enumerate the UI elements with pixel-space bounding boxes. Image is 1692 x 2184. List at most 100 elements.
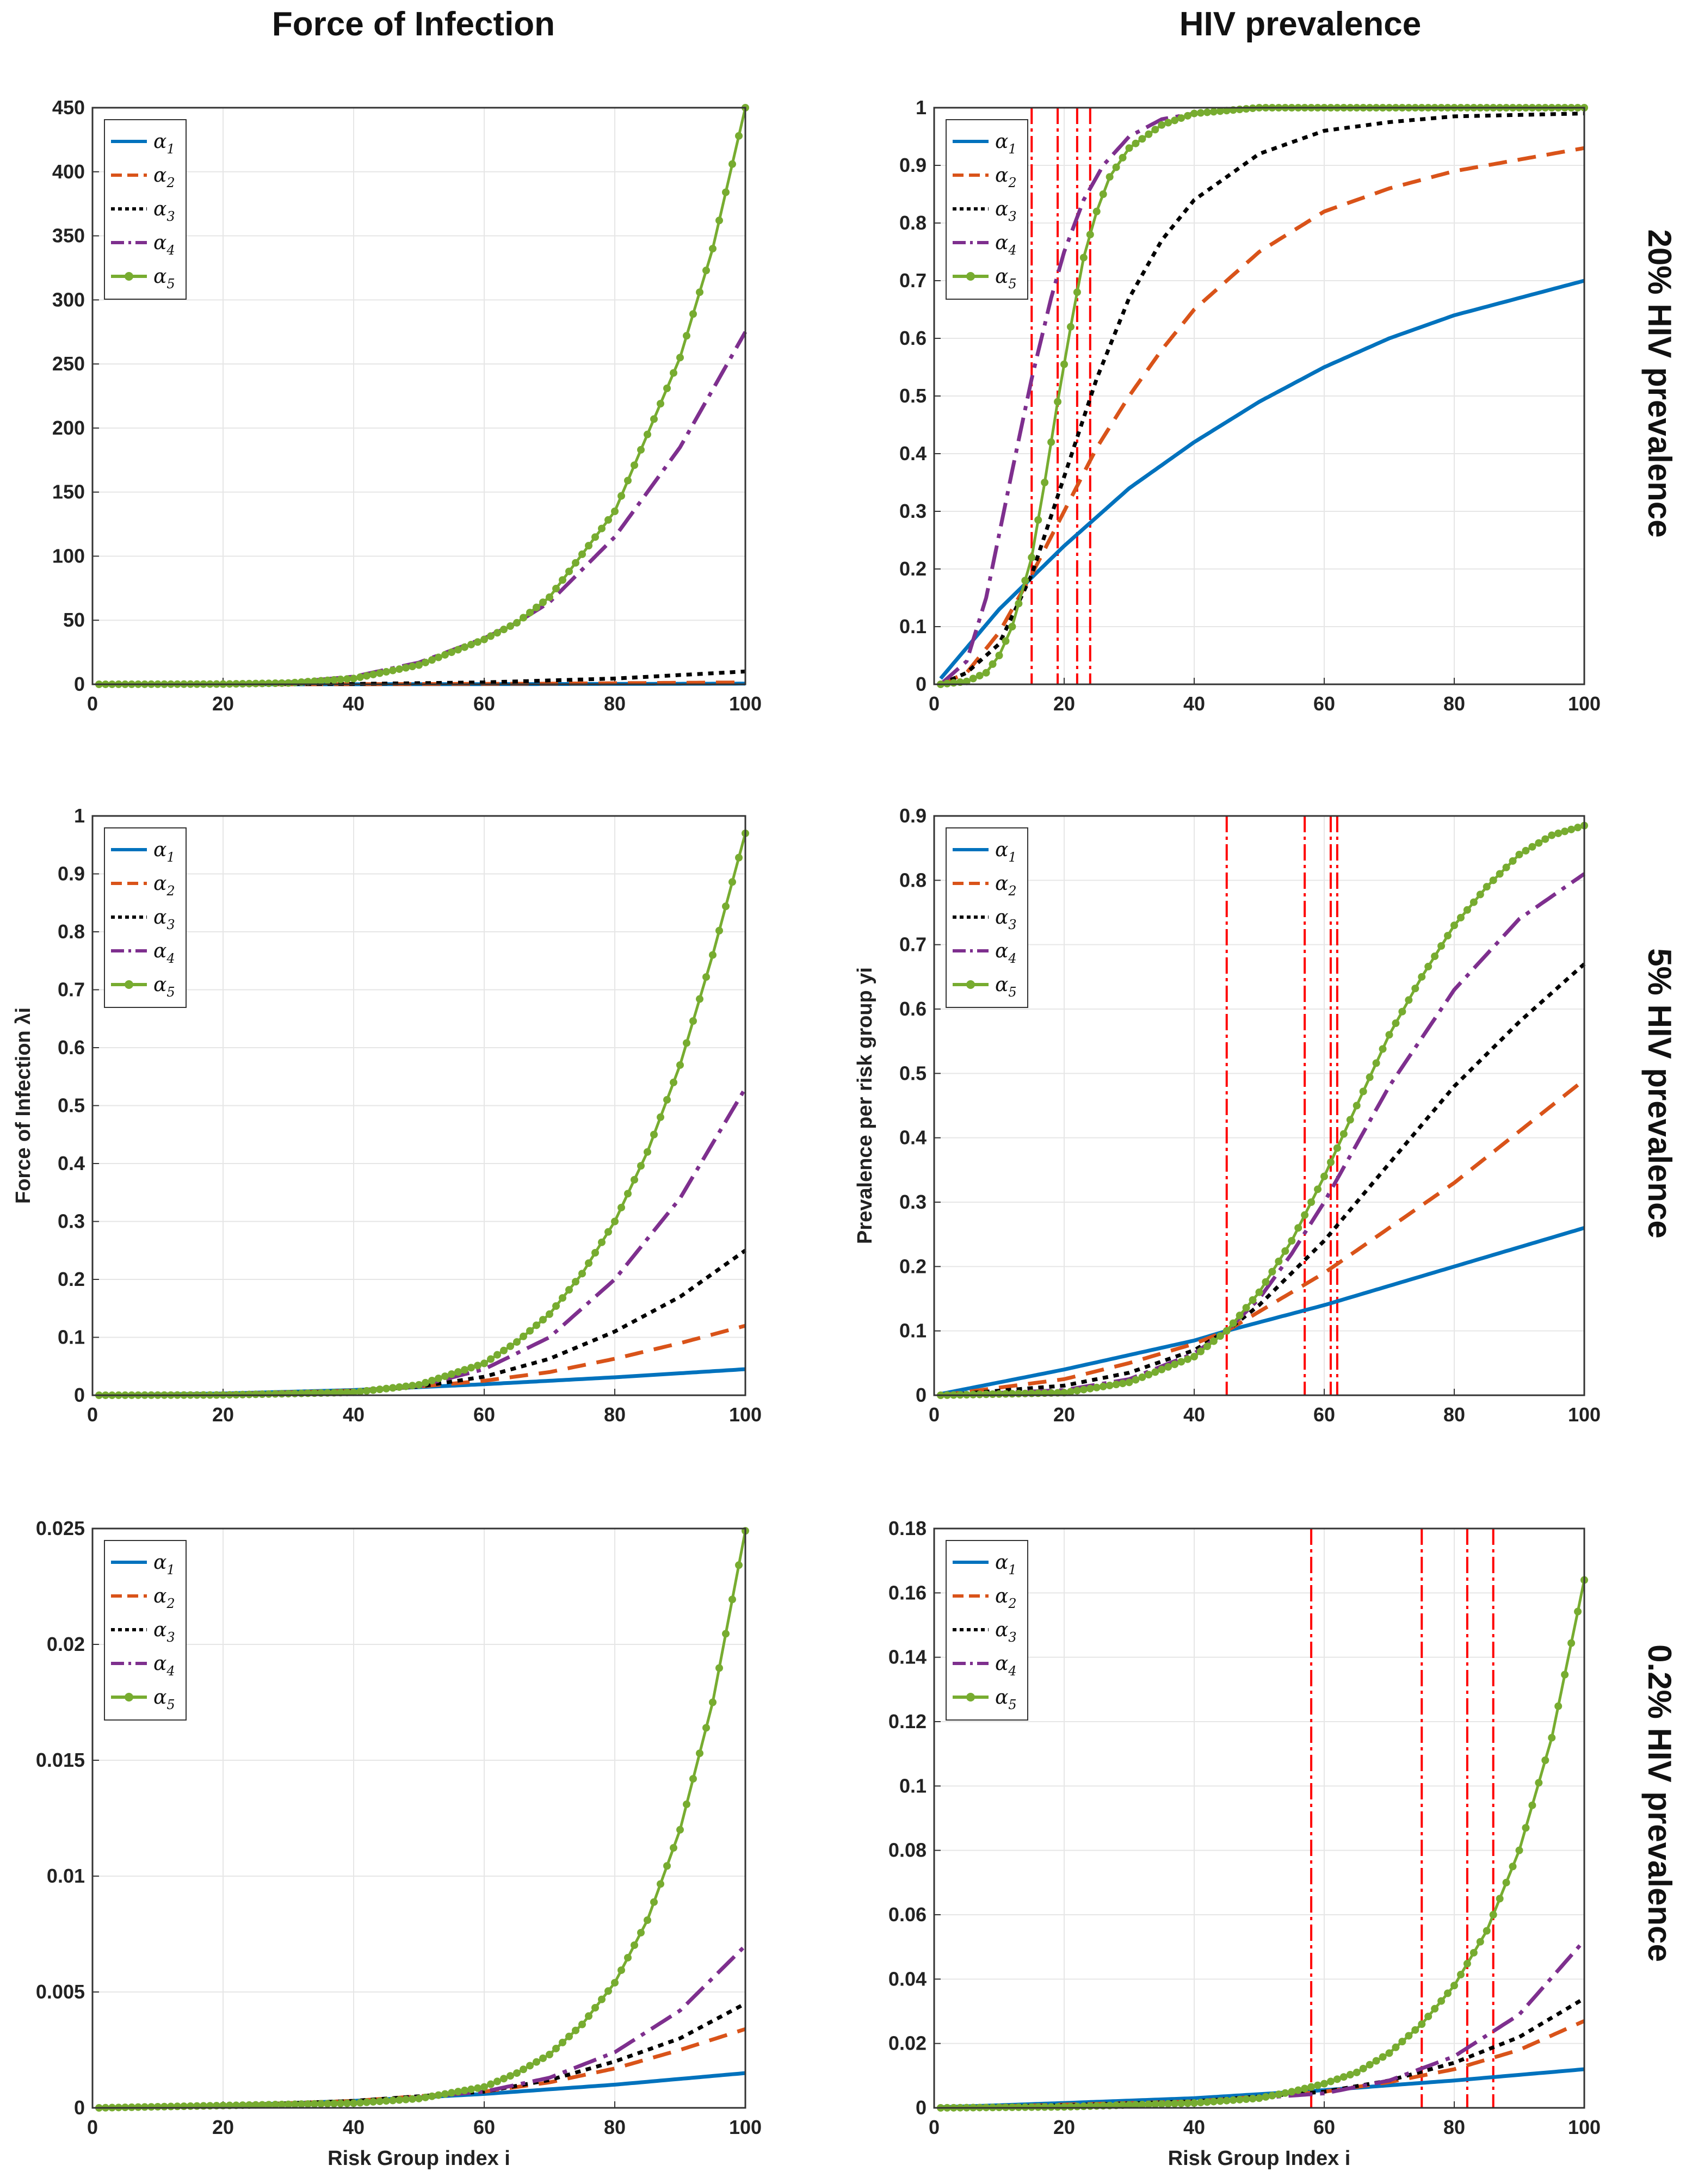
series-5-marker <box>1086 231 1094 239</box>
x-tick-label: 60 <box>1313 1403 1335 1426</box>
series-5-marker <box>1509 857 1517 865</box>
series-5-marker <box>572 559 579 567</box>
legend: α1 α2 α3 α4 α5 <box>946 827 1028 1008</box>
series-5-marker <box>604 1987 612 1995</box>
series-5-marker <box>982 669 990 677</box>
y-tick-label: 1 <box>916 96 927 119</box>
series-5-marker <box>735 1561 743 1569</box>
legend-label-3: α3 <box>153 1619 175 1645</box>
series-5-marker <box>337 676 344 684</box>
series-5-marker <box>382 1384 390 1393</box>
series-5-marker <box>644 430 651 438</box>
series-5-marker <box>402 2095 410 2103</box>
y-tick-label: 0.9 <box>899 154 927 176</box>
series-5-marker <box>1216 1332 1224 1340</box>
series-5-marker <box>1509 1863 1517 1871</box>
series-5-marker <box>663 384 671 392</box>
plot-background <box>934 816 1584 1395</box>
series-5-marker <box>1119 153 1127 162</box>
panels: 0 20 40 60 80 100050100150200250300350400450α… <box>12 96 1601 2170</box>
series-5-marker <box>1190 1353 1198 1360</box>
series-5-marker <box>631 461 638 469</box>
series-5-marker <box>474 1362 481 1370</box>
series-5-marker <box>1281 2089 1289 2097</box>
series-5-marker <box>1398 2038 1406 2046</box>
series-line-2 <box>940 1078 1586 1397</box>
legend-marker <box>125 980 133 989</box>
series-5-marker <box>1496 1895 1504 1903</box>
series-5-marker <box>559 576 566 584</box>
y-tick-label: 0.2 <box>899 558 927 580</box>
series-5-marker <box>454 646 462 654</box>
legend-label-3: α3 <box>153 906 175 932</box>
series-5-marker <box>644 1148 651 1156</box>
series-5-marker <box>1145 2100 1153 2108</box>
series-5-marker <box>617 1966 625 1974</box>
series-5-marker <box>1522 846 1530 855</box>
panel-foi-20: 0 20 40 60 80 100 0 50 100 150 200 250 300 350 400 450 α… <box>52 96 762 715</box>
series-5-marker <box>1255 1288 1263 1296</box>
x-tick-label: 20 <box>1053 692 1075 715</box>
legend-label-3: α3 <box>995 906 1017 932</box>
series-5-marker <box>402 1382 410 1390</box>
y-tick-label: 0 <box>74 673 85 695</box>
series-5-marker <box>1132 139 1140 147</box>
series-5-marker <box>1151 2100 1159 2108</box>
series-5-marker <box>461 2087 468 2095</box>
series-5-marker <box>689 1775 697 1783</box>
series-5-marker <box>1041 479 1049 486</box>
series-5-marker <box>1171 1360 1179 1369</box>
series-5-marker <box>1288 2088 1296 2096</box>
series-5-marker <box>715 1664 723 1672</box>
series-5-marker <box>631 1175 638 1184</box>
legend: α1 α2 α3 α4 α5 <box>946 119 1028 300</box>
series-5-marker <box>409 1382 416 1390</box>
series-5-marker <box>1405 2032 1413 2040</box>
legend-label-3: α3 <box>995 198 1017 224</box>
series-5-marker <box>1073 288 1081 296</box>
row-title-20: 20% HIV prevalence <box>1641 230 1678 538</box>
x-tick-label: 40 <box>343 2116 365 2138</box>
series-5-marker <box>389 1384 397 1392</box>
y-tick-label: 0.12 <box>888 1710 927 1733</box>
series-5-marker <box>696 995 703 1003</box>
plot-frame <box>91 107 746 685</box>
series-5-marker <box>650 415 658 423</box>
x-tick-label: 100 <box>729 2116 762 2138</box>
series-5-marker <box>546 2051 553 2059</box>
series-5-marker <box>304 2100 312 2108</box>
series-5-marker <box>1418 2020 1426 2028</box>
series-5-marker <box>1184 2099 1192 2107</box>
series-5-marker <box>285 679 292 687</box>
series-5-marker <box>317 2100 325 2108</box>
series-5-marker <box>1275 2090 1283 2099</box>
series-5-marker <box>493 629 501 637</box>
series-5-marker <box>1307 2083 1316 2091</box>
series-5-marker <box>702 1724 710 1732</box>
series-5-marker <box>728 1595 736 1604</box>
series-5-marker <box>487 1355 495 1363</box>
series-5-marker <box>1196 109 1205 117</box>
y-tick-label: 300 <box>52 288 85 311</box>
series-5-marker <box>989 1390 997 1399</box>
series-5-marker <box>1548 831 1556 839</box>
series-5-marker <box>1086 1384 1094 1393</box>
series-5-marker <box>389 666 397 675</box>
series-5-marker <box>1418 973 1426 981</box>
series-5-marker <box>1112 163 1120 171</box>
series-line-2 <box>940 2019 1585 2110</box>
series-5-marker <box>461 643 468 651</box>
series-5-marker <box>637 1162 645 1170</box>
series-5-marker <box>1106 173 1114 181</box>
series-5-marker <box>493 1351 501 1359</box>
series-5-marker <box>1119 1379 1127 1388</box>
series-5-marker <box>624 477 632 485</box>
series-5-marker <box>689 1017 697 1025</box>
series-5-marker <box>617 1203 625 1211</box>
x-tick-label: 20 <box>212 1403 234 1426</box>
legend-box <box>104 1540 187 1721</box>
series-5-marker <box>1320 1172 1328 1180</box>
legend-label-5: α5 <box>153 1686 175 1712</box>
series-5-marker <box>343 1388 351 1396</box>
series-5-marker <box>676 1061 684 1069</box>
